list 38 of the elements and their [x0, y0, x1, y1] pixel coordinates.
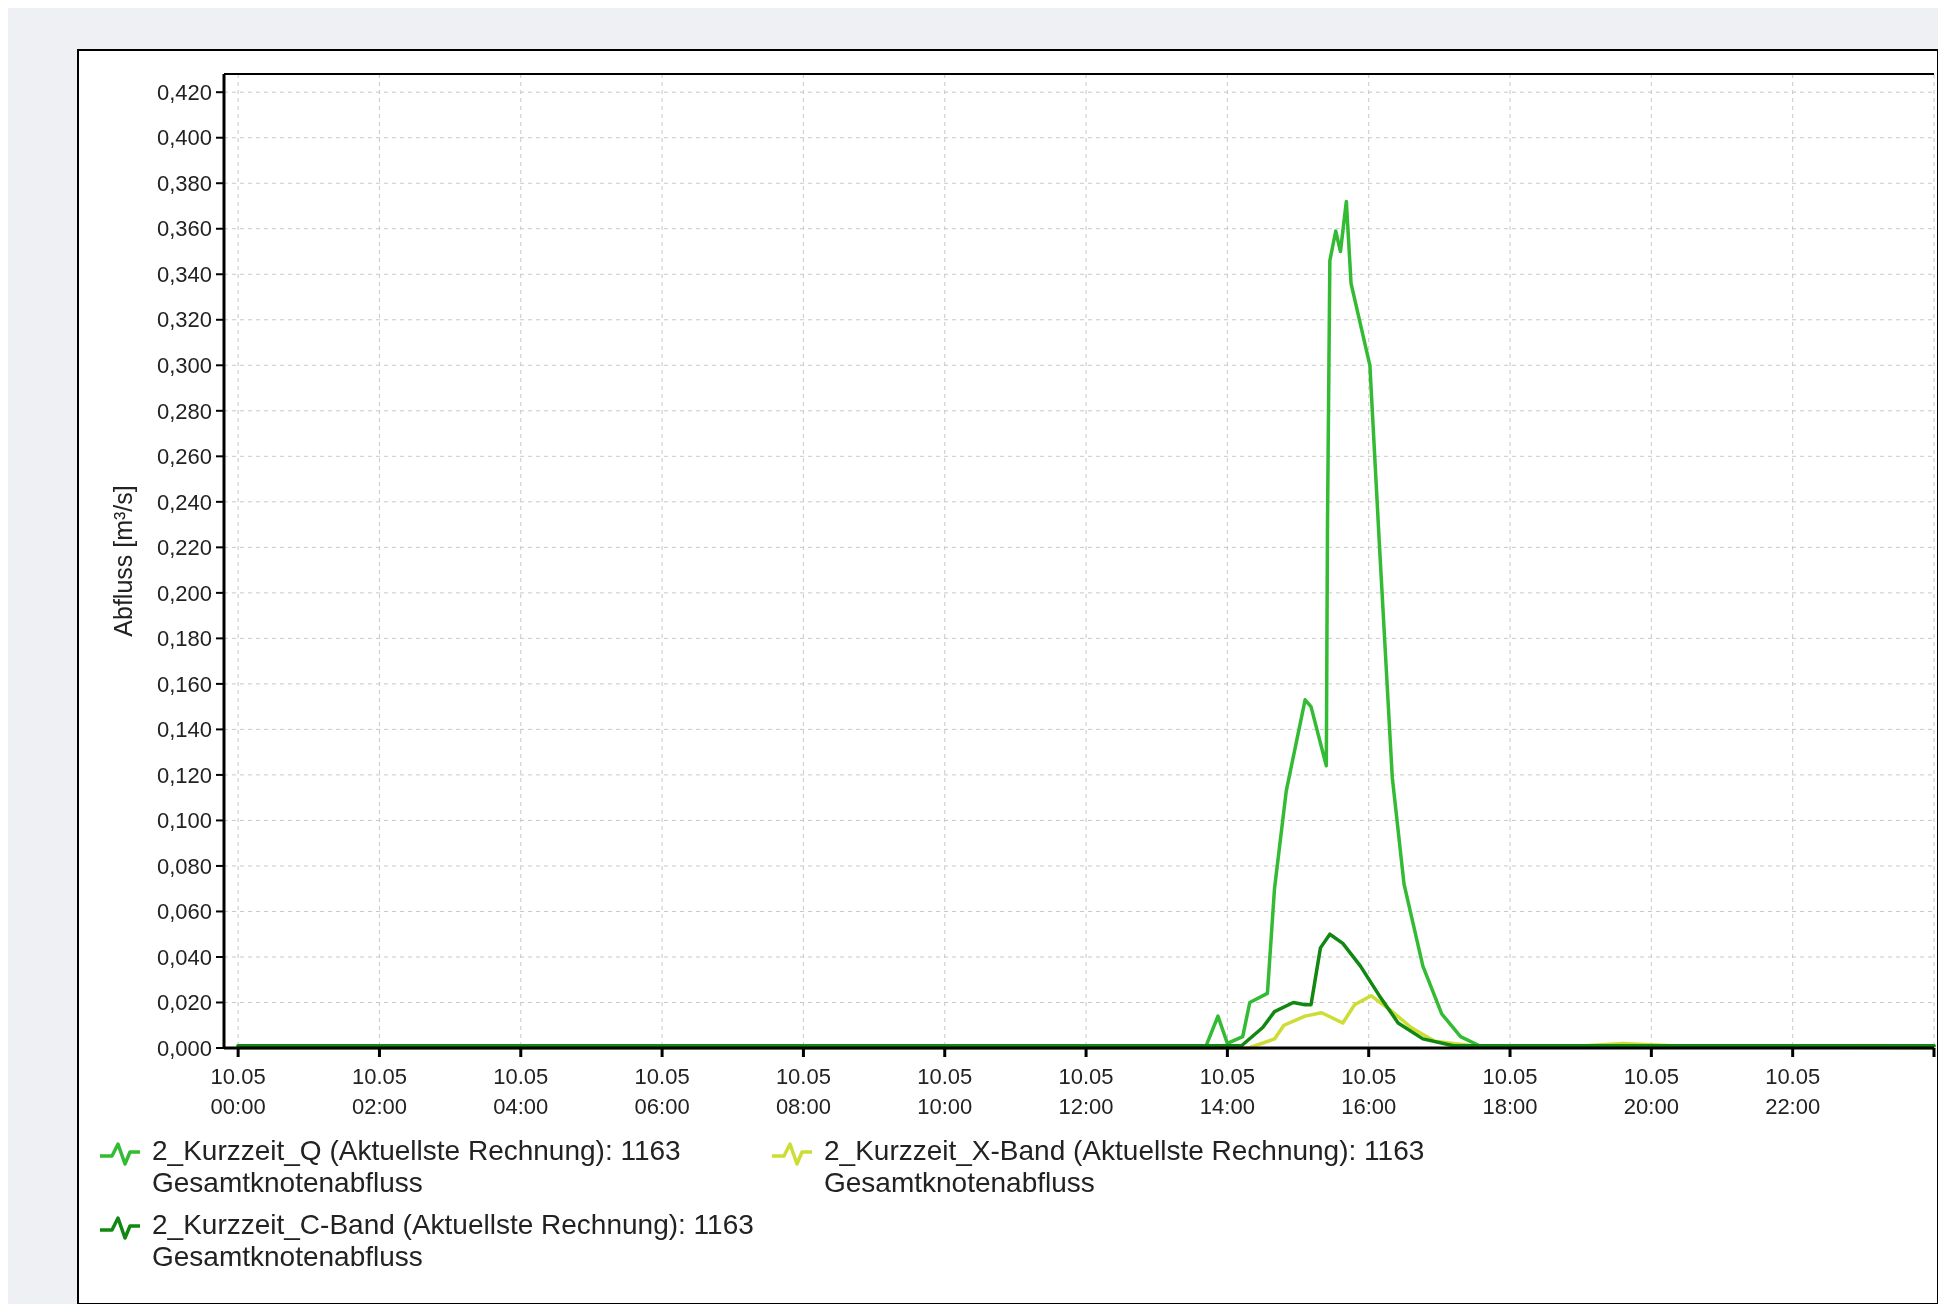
y-tick-label: 0,040 [156, 944, 212, 970]
y-tick-label: 0,060 [156, 899, 212, 925]
y-tick-label: 0,360 [156, 216, 212, 242]
y-tick-label: 0,140 [156, 717, 212, 743]
y-tick-label: 0,080 [156, 853, 212, 879]
y-tick-label: 0,000 [156, 1035, 212, 1061]
x-tick-label: 10.05 22:00 [1765, 1064, 1821, 1119]
x-tick-label: 10.05 16:00 [1341, 1064, 1397, 1119]
y-tick-label: 0,200 [156, 580, 212, 606]
x-tick-label: 10.05 18:00 [1482, 1064, 1538, 1119]
y-tick-label: 0,240 [156, 489, 212, 515]
legend-label: 2_Kurzzeit_X-Band (Aktuellste Rechnung): 1163 Gesamtknotenabfluss [824, 1135, 1425, 1198]
y-tick-label: 0,340 [156, 261, 212, 287]
x-tick-label: 10.05 06:00 [634, 1064, 690, 1119]
y-tick-label: 0,020 [156, 990, 212, 1016]
x-tick-label: 10.05 04:00 [493, 1064, 549, 1119]
y-tick-label: 0,160 [156, 671, 212, 697]
legend-label: 2_Kurzzeit_Q (Aktuellste Rechnung): 1163 Gesamtknotenabfluss [152, 1135, 681, 1198]
y-tick-label: 0,280 [156, 398, 212, 424]
x-tick-label: 10.05 08:00 [775, 1064, 831, 1119]
y-tick-label: 0,320 [156, 307, 212, 333]
y-tick-label: 0,380 [156, 170, 212, 196]
y-tick-label: 0,260 [156, 444, 212, 470]
x-tick-label: 10.05 12:00 [1058, 1064, 1114, 1119]
y-tick-label: 0,400 [156, 125, 212, 151]
x-tick-label: 10.05 10:00 [917, 1064, 973, 1119]
legend-label: 2_Kurzzeit_C-Band (Aktuellste Rechnung): 1163 Gesamtknotenabfluss [152, 1209, 754, 1272]
x-tick-label: 10.05 14:00 [1199, 1064, 1255, 1119]
y-tick-label: 0,180 [156, 626, 212, 652]
y-tick-label: 0,300 [156, 352, 212, 378]
y-tick-label: 0,100 [156, 808, 212, 834]
x-tick-label: 10.05 00:00 [210, 1064, 266, 1119]
y-tick-label: 0,420 [156, 79, 212, 105]
y-tick-label: 0,120 [156, 762, 212, 788]
x-tick-label: 10.05 02:00 [351, 1064, 407, 1119]
y-axis-title: Abfluss [m³/s] [109, 485, 137, 637]
y-tick-label: 0,220 [156, 535, 212, 561]
x-tick-label: 10.05 20:00 [1623, 1064, 1679, 1119]
